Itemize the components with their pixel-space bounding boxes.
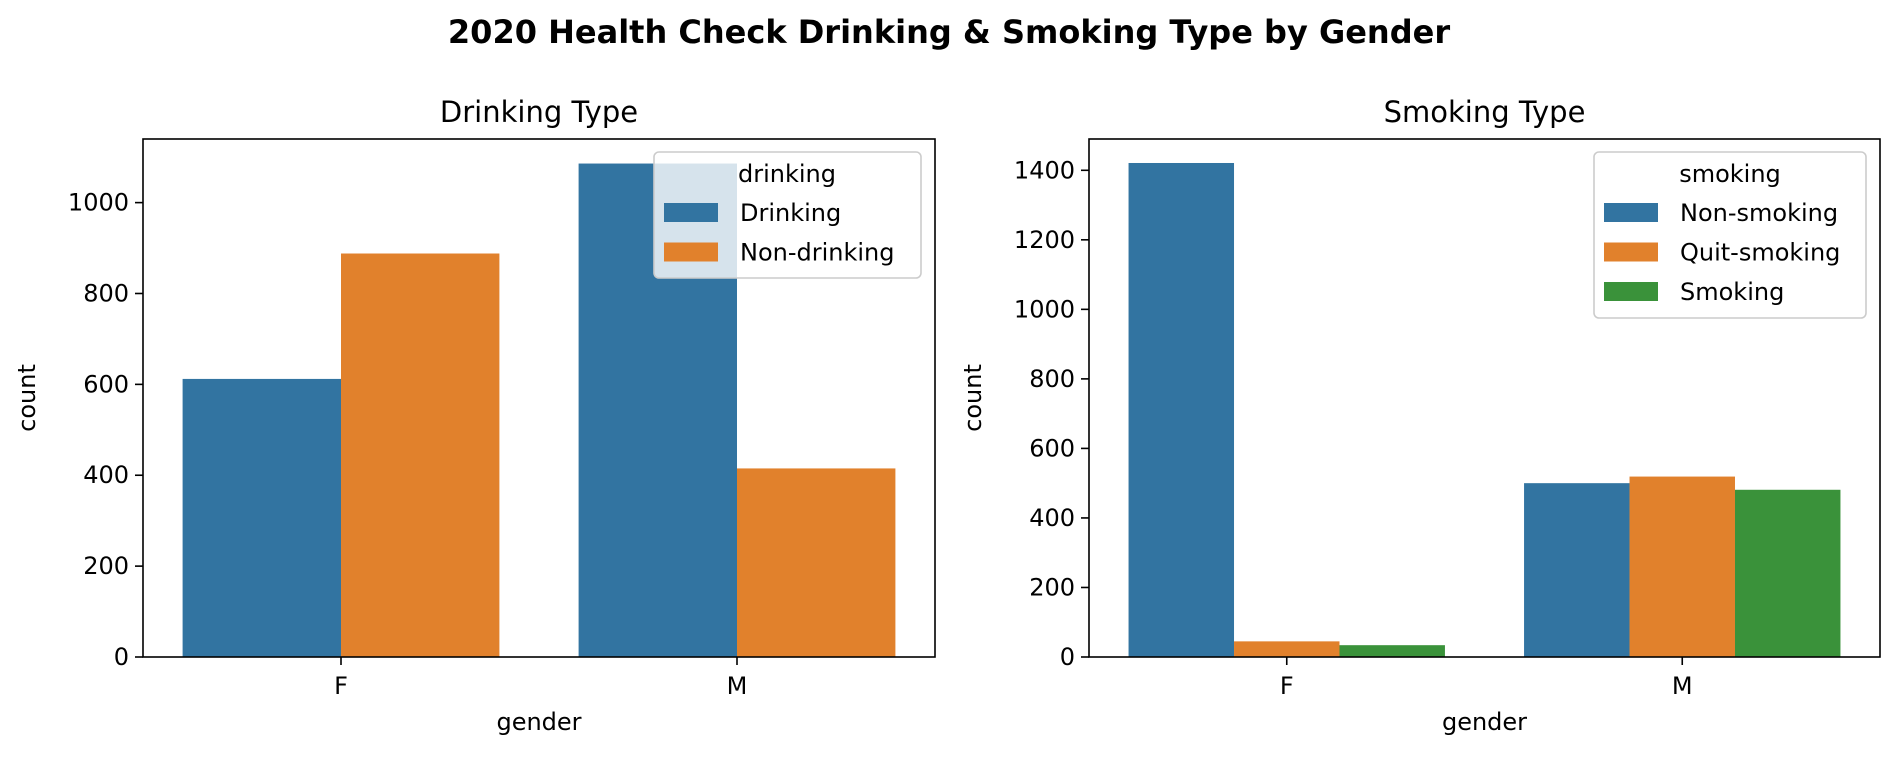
legend-frame: [1593, 151, 1867, 319]
y-tick-label: 1400: [1014, 156, 1075, 184]
bar-non-smoking-m: [1524, 483, 1630, 657]
y-axis-label: count: [959, 364, 987, 432]
y-tick-label: 600: [1029, 434, 1075, 462]
x-tick-label: F: [334, 672, 348, 700]
x-axis-label: gender: [496, 708, 581, 736]
x-axis-label: gender: [1442, 708, 1527, 736]
legend-label-non-drinking: Non-drinking: [740, 239, 895, 267]
bar-smoking-f: [1339, 645, 1445, 657]
y-tick-label: 1200: [1014, 226, 1075, 254]
axes-frame: [1088, 138, 1881, 658]
y-tick-label: 0: [1060, 643, 1075, 671]
y-tick-label: 1000: [1014, 295, 1075, 323]
y-tick-label: 600: [83, 370, 129, 398]
legend-swatch-non-smoking: [1604, 203, 1658, 222]
legend-frame: [653, 151, 922, 279]
legend-swatch-non-drinking: [664, 242, 718, 262]
legend: smoking Non-smoking Quit-smoking Smoking: [1593, 151, 1867, 319]
axes-title: Drinking Type: [440, 95, 638, 129]
legend-swatch-quit-smoking: [1604, 242, 1658, 262]
legend-label-smoking: Smoking: [1680, 278, 1784, 306]
y-tick-label: 400: [1029, 504, 1075, 532]
axes-frame: [142, 138, 936, 658]
bar-non-drinking-f: [341, 253, 500, 657]
bar-non-smoking-f: [1128, 162, 1235, 658]
y-axis-label: count: [13, 364, 41, 432]
x-tick-label: M: [1672, 672, 1693, 700]
bar-drinking-f: [182, 378, 341, 657]
chart-1: 0 200 400 600 800 1000 F M Drinking Type gender co…: [13, 95, 936, 736]
bar-quit-smoking-f: [1234, 641, 1340, 657]
x-tick-label: M: [727, 672, 748, 700]
y-tick-label: 400: [83, 461, 129, 489]
y-tick-label: 0: [114, 643, 129, 671]
bar-non-drinking-m: [737, 468, 896, 657]
legend-label-non-smoking: Non-smoking: [1680, 199, 1838, 227]
legend-title: drinking: [738, 160, 836, 188]
legend-label-quit-smoking: Quit-smoking: [1680, 239, 1840, 267]
axes-title: Smoking Type: [1384, 95, 1586, 129]
x-tick-label: F: [1280, 672, 1294, 700]
legend-title: smoking: [1679, 160, 1781, 188]
legend-swatch-smoking: [1604, 282, 1658, 301]
bar-quit-smoking-m: [1629, 476, 1735, 657]
chart-2: 0 200 400 600 800 1000 1200 1400 F M Smoking Type g…: [959, 95, 1881, 736]
legend: drinking Drinking Non-drinking: [653, 151, 922, 279]
y-tick-label: 800: [83, 279, 129, 307]
y-tick-label: 1000: [68, 189, 129, 217]
bar-smoking-m: [1734, 489, 1841, 657]
y-tick-label: 200: [1029, 573, 1075, 601]
legend-label-drinking: Drinking: [740, 199, 841, 227]
legend-swatch-drinking: [664, 203, 718, 222]
figure-suptitle: 2020 Health Check Drinking & Smoking Typ…: [448, 13, 1450, 51]
y-tick-label: 800: [1029, 365, 1075, 393]
y-tick-label: 200: [83, 552, 129, 580]
